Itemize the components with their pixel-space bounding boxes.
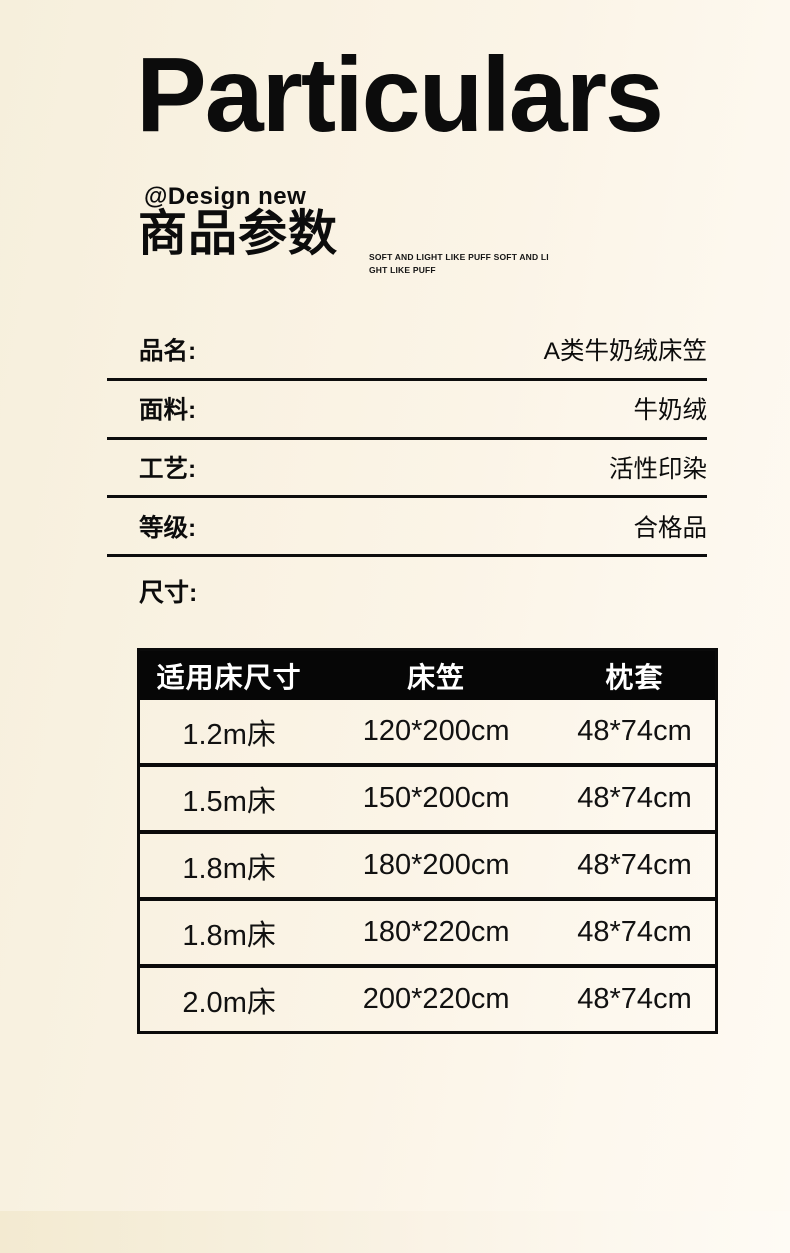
size-table-header-cell: 适用床尺寸	[156, 661, 302, 693]
table-row: 1.8m床 180*220cm 48*74cm	[140, 897, 715, 964]
table-row: 1.5m床 150*200cm 48*74cm	[140, 763, 715, 830]
bottom-gradient-band	[0, 1211, 790, 1253]
table-cell-bed-size: 2.0m床	[182, 986, 276, 1019]
size-section-label: 尺寸:	[139, 579, 198, 607]
attribute-value: A类牛奶绒床笠	[543, 338, 707, 366]
table-cell-bed-size: 1.8m床	[182, 919, 276, 952]
attribute-row: 品名: A类牛奶绒床笠	[107, 322, 707, 381]
attribute-label: 工艺:	[139, 455, 197, 483]
table-row: 1.8m床 180*200cm 48*74cm	[140, 830, 715, 897]
table-cell-sheet-size: 120*200cm	[362, 715, 510, 747]
size-table: 适用床尺寸 床笠 枕套 1.2m床 120*200cm 48*74cm 1.5m…	[137, 648, 718, 1034]
section-tagline: SOFT AND LIGHT LIKE PUFF SOFT AND LI GHT…	[369, 251, 549, 277]
table-cell-pillow-size: 48*74cm	[577, 849, 692, 881]
table-cell-sheet-size: 200*220cm	[362, 983, 510, 1015]
attributes-list: 品名: A类牛奶绒床笠 面料: 牛奶绒 工艺: 活性印染 等级: 合格品	[107, 322, 707, 557]
table-cell-pillow-size: 48*74cm	[577, 983, 692, 1015]
attribute-row: 工艺: 活性印染	[107, 440, 707, 499]
page-title: Particulars	[136, 36, 664, 154]
table-cell-sheet-size: 180*200cm	[362, 849, 510, 881]
section-title: 商品参数	[138, 207, 339, 261]
table-row: 1.2m床 120*200cm 48*74cm	[140, 700, 715, 763]
attribute-label: 面料:	[139, 397, 197, 425]
table-cell-sheet-size: 150*200cm	[362, 782, 510, 814]
attribute-value: 牛奶绒	[633, 397, 708, 425]
attribute-row: 等级: 合格品	[107, 498, 707, 557]
table-cell-pillow-size: 48*74cm	[577, 715, 692, 747]
tagline-line-2: GHT LIKE PUFF	[369, 265, 436, 276]
table-cell-bed-size: 1.5m床	[182, 785, 276, 818]
table-cell-bed-size: 1.8m床	[182, 852, 276, 885]
table-cell-bed-size: 1.2m床	[182, 718, 276, 751]
size-table-header-cell: 床笠	[407, 661, 466, 693]
attribute-row: 面料: 牛奶绒	[107, 381, 707, 440]
table-row: 2.0m床 200*220cm 48*74cm	[140, 964, 715, 1031]
attribute-value: 活性印染	[609, 455, 707, 483]
tagline-line-1: SOFT AND LIGHT LIKE PUFF SOFT AND LI	[369, 252, 549, 262]
table-cell-pillow-size: 48*74cm	[577, 782, 692, 814]
table-cell-sheet-size: 180*220cm	[362, 916, 510, 948]
size-table-header-row: 适用床尺寸 床笠 枕套	[140, 651, 715, 700]
size-table-header-cell: 枕套	[605, 661, 664, 693]
table-cell-pillow-size: 48*74cm	[577, 916, 692, 948]
attribute-value: 合格品	[633, 514, 708, 542]
attribute-label: 品名:	[139, 338, 197, 366]
design-credit: @Design new	[144, 183, 307, 210]
attribute-label: 等级:	[139, 514, 197, 542]
